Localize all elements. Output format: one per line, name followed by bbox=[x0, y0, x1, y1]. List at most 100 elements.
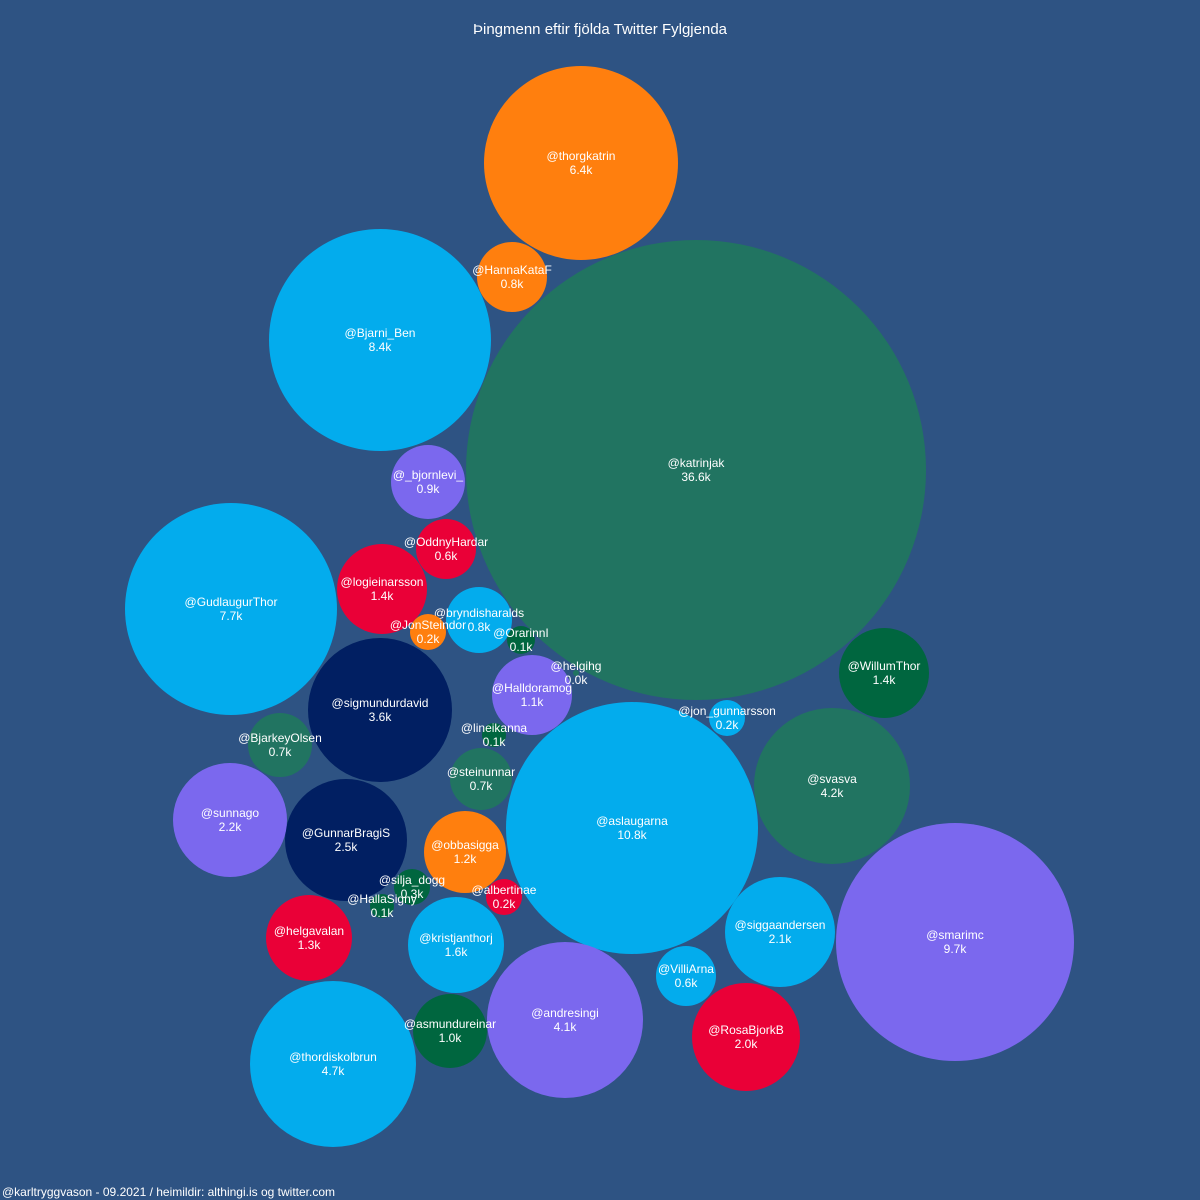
bubble-value-label: 1.1k bbox=[521, 695, 545, 709]
bubble-handle-label: @WillumThor bbox=[848, 659, 921, 673]
bubble-circle bbox=[308, 638, 452, 782]
bubble-handle-label: @lineikanna bbox=[461, 721, 528, 735]
bubble-handle-label: @albertinae bbox=[472, 883, 537, 897]
bubble-circle bbox=[839, 628, 929, 718]
bubble-value-label: 0.1k bbox=[483, 735, 507, 749]
bubble-handle-label: @obbasigga bbox=[431, 838, 499, 852]
bubble-value-label: 0.7k bbox=[470, 779, 494, 793]
bubble-handle-label: @aslaugarna bbox=[596, 814, 668, 828]
bubble-handle-label: @helgavalan bbox=[274, 924, 344, 938]
bubble-handle-label: @asmundureinar bbox=[404, 1017, 496, 1031]
bubble-handle-label: @GudlaugurThor bbox=[185, 595, 278, 609]
chart-footer: @karltryggvason - 09.2021 / heimildir: a… bbox=[2, 1185, 335, 1199]
bubble-value-label: 4.1k bbox=[554, 1020, 578, 1034]
bubble-circle bbox=[506, 702, 758, 954]
bubble-value-label: 3.6k bbox=[369, 710, 393, 724]
bubble-circle bbox=[416, 519, 476, 579]
bubble-handle-label: @kristjanthorj bbox=[419, 931, 493, 945]
bubble-value-label: 1.0k bbox=[439, 1031, 463, 1045]
bubble-handle-label: @logieinarsson bbox=[341, 575, 424, 589]
bubble-value-label: 0.9k bbox=[417, 482, 441, 496]
bubble-circle bbox=[413, 994, 487, 1068]
bubble-handle-label: @Halldoramog bbox=[492, 681, 572, 695]
bubble-handle-label: @steinunnar bbox=[447, 765, 515, 779]
bubble-circle bbox=[337, 544, 427, 634]
bubble-circle bbox=[450, 748, 512, 810]
bubble-circle bbox=[709, 700, 745, 736]
bubble-handle-label: @BjarkeyOlsen bbox=[238, 731, 322, 745]
bubble-handle-label: @JonSteindor bbox=[390, 618, 466, 632]
bubble-circle bbox=[266, 895, 352, 981]
bubble-circle bbox=[692, 983, 800, 1091]
bubble-circle bbox=[173, 763, 287, 877]
bubble-value-label: 1.4k bbox=[873, 673, 897, 687]
bubble-value-label: 9.7k bbox=[944, 942, 968, 956]
bubble-value-label: 6.4k bbox=[570, 163, 594, 177]
bubble-handle-label: @thorgkatrin bbox=[547, 149, 616, 163]
bubble-circle bbox=[408, 897, 504, 993]
bubble-handle-label: @Bjarni_Ben bbox=[345, 326, 416, 340]
bubble-handle-label: @VilliArna bbox=[658, 962, 714, 976]
bubble-handle-label: @katrinjak bbox=[668, 456, 726, 470]
bubble-value-label: 36.6k bbox=[681, 470, 711, 484]
bubble-value-label: 0.0k bbox=[565, 673, 589, 687]
bubble-handle-label: @siggaandersen bbox=[735, 918, 826, 932]
bubble-handle-label: @jon_gunnarsson bbox=[678, 704, 776, 718]
bubble-value-label: 0.3k bbox=[401, 887, 425, 901]
bubble-value-label: 2.0k bbox=[735, 1037, 759, 1051]
bubble-value-label: 0.6k bbox=[675, 976, 699, 990]
bubble-handle-label: @HannaKataF bbox=[472, 263, 552, 277]
bubble-circle bbox=[285, 779, 407, 901]
bubble-handle-label: @svasva bbox=[807, 772, 857, 786]
bubble-circle bbox=[573, 670, 579, 676]
bubble-value-label: 0.2k bbox=[493, 897, 517, 911]
bubble-circle bbox=[466, 240, 926, 700]
bubble-value-label: 1.2k bbox=[454, 852, 478, 866]
bubble-handle-label: @OrarinnI bbox=[493, 626, 549, 640]
bubble-circle bbox=[482, 723, 506, 747]
bubble-value-label: 7.7k bbox=[220, 609, 244, 623]
bubble-circle bbox=[370, 894, 394, 918]
bubble-value-label: 0.7k bbox=[269, 745, 293, 759]
bubble-value-label: 10.8k bbox=[617, 828, 647, 842]
bubble-handle-label: @smarimc bbox=[926, 928, 984, 942]
bubble-value-label: 1.6k bbox=[445, 945, 469, 959]
bubble-bjornlevi: @_bjornlevi_0.9k bbox=[391, 445, 465, 519]
bubble-circle bbox=[656, 946, 716, 1006]
bubble-handle-label: @HallaSigny bbox=[347, 892, 417, 906]
bubble-handle-label: @andresingi bbox=[531, 1006, 599, 1020]
bubble-circle bbox=[250, 981, 416, 1147]
bubble-value-label: 0.2k bbox=[716, 718, 740, 732]
bubble-circle bbox=[248, 713, 312, 777]
bubble-handle-label: @helgihg bbox=[551, 659, 602, 673]
bubble-value-label: 4.2k bbox=[821, 786, 845, 800]
bubble-handle-label: @RosaBjorkB bbox=[708, 1023, 784, 1037]
bubble-circle bbox=[394, 869, 430, 905]
bubble-value-label: 4.7k bbox=[322, 1064, 346, 1078]
bubble-circle bbox=[487, 942, 643, 1098]
bubble-circle bbox=[477, 242, 547, 312]
